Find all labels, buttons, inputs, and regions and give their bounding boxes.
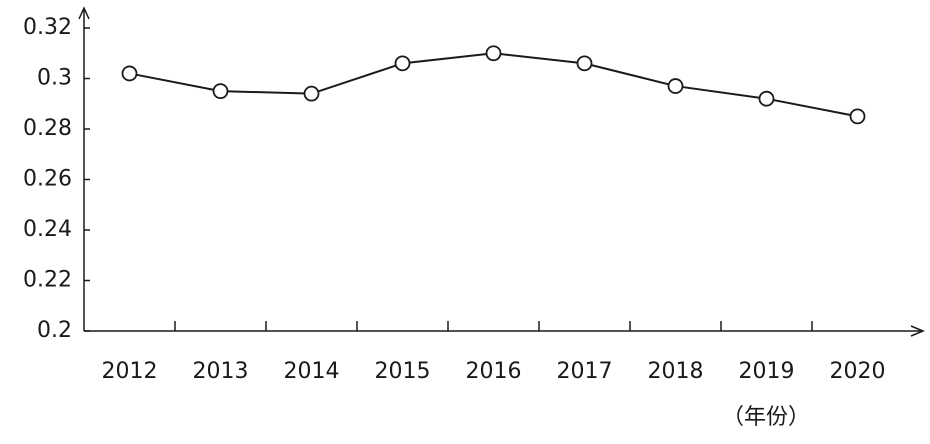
y-tick-label: 0.22 [23,268,72,293]
y-tick-label: 0.28 [23,116,72,141]
x-tick-label: 2015 [375,359,431,384]
point [849,108,866,125]
x-tick-label: 2020 [830,359,886,384]
x-tick-label: 2012 [102,359,158,384]
y-tick-label: 0.32 [23,15,72,40]
x-tick-label: 2016 [466,359,522,384]
point [485,45,502,62]
point [667,78,684,94]
point [758,90,775,107]
x-tick-label: 2017 [557,359,613,384]
point [212,83,229,100]
point [576,55,593,72]
line [129,52,858,118]
y-tick-label: 0.26 [23,167,72,192]
point [303,85,320,102]
point [394,55,411,72]
y-tick-label: 0.24 [23,217,72,242]
x-tick-label: 2019 [739,359,795,384]
x-axis-arrow [910,325,925,337]
y-axis-arrow [78,6,90,20]
y-tick-label: 0.2 [37,318,72,343]
x-tick-label: 2013 [193,359,249,384]
x-tick-label: 2014 [284,359,340,384]
y-tick-label: 0.3 [37,66,72,91]
x-tick-label: 2018 [648,359,704,384]
point [121,65,138,82]
x-axis-label: （年份） [722,405,810,430]
